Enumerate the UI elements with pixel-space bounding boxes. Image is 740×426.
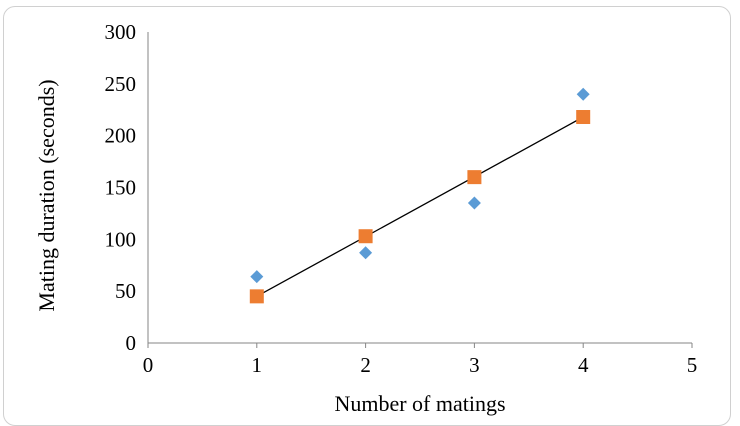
data-points xyxy=(249,87,591,304)
scatter-chart: 0 50 100 150 200 250 300 0 1 2 3 4 5 Number of mati… xyxy=(34,20,698,416)
x-tick-label: 3 xyxy=(469,353,480,377)
diamond-point xyxy=(467,196,481,210)
trendline-group xyxy=(256,116,584,297)
square-point xyxy=(576,110,591,125)
x-tick-label: 4 xyxy=(578,353,589,377)
x-tick-label: 2 xyxy=(360,353,371,377)
x-tick-labels: 0 1 2 3 4 5 xyxy=(143,343,698,377)
y-tick-labels: 0 50 100 150 200 250 300 xyxy=(105,20,137,355)
y-tick-label: 150 xyxy=(105,176,137,200)
y-tick-label: 250 xyxy=(105,72,137,96)
diamond-point xyxy=(359,246,373,260)
x-tick-label: 5 xyxy=(687,353,698,377)
chart-area xyxy=(3,6,731,426)
x-axis-title: Number of matings xyxy=(334,391,505,416)
y-tick-label: 50 xyxy=(115,279,136,303)
y-tick-label: 300 xyxy=(105,20,137,44)
diamond-point xyxy=(576,87,590,101)
y-axis-title: Mating duration (seconds) xyxy=(34,79,59,311)
y-tick-label: 0 xyxy=(126,331,137,355)
x-tick-label: 0 xyxy=(143,353,154,377)
x-tick-label: 1 xyxy=(252,353,263,377)
square-point xyxy=(249,289,264,304)
y-tick-label: 200 xyxy=(105,124,137,148)
trendline xyxy=(256,116,584,297)
square-point xyxy=(467,170,482,185)
y-tick-label: 100 xyxy=(105,227,137,251)
square-point xyxy=(358,229,373,244)
axes xyxy=(147,32,692,344)
diamond-point xyxy=(250,270,264,284)
